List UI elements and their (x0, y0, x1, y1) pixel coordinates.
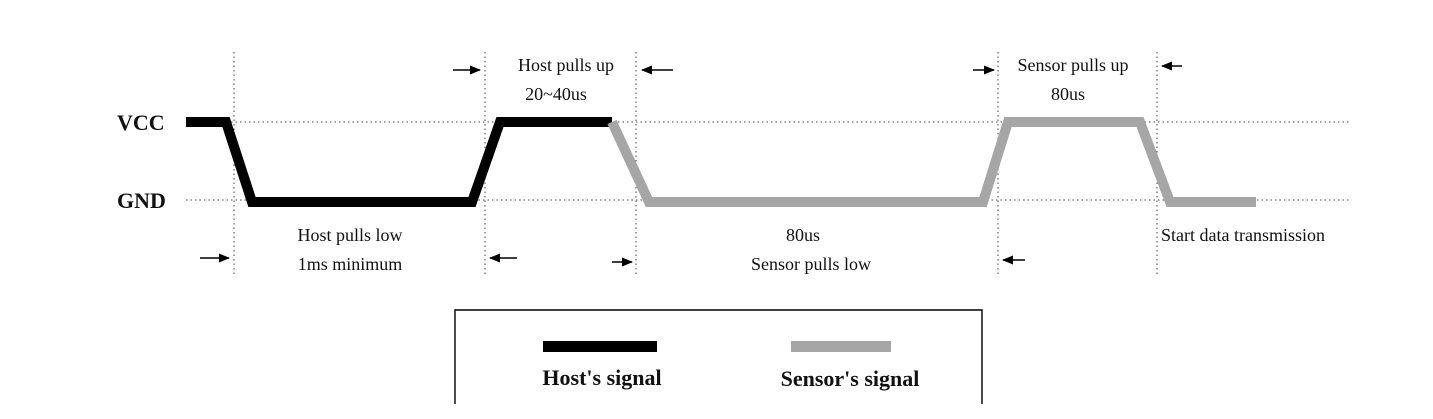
legend: Host's signal Sensor's signal (454, 309, 983, 404)
host-signal-waveform (186, 117, 612, 207)
legend-sensor-swatch (791, 341, 891, 352)
gnd-label: GND (117, 188, 166, 213)
host-low-line2: 1ms minimum (298, 254, 403, 274)
vcc-label: VCC (117, 110, 165, 135)
sensor-signal-waveform (607, 117, 1256, 207)
host-up-line2: 20~40us (525, 84, 587, 104)
host-up-line1: Host pulls up (518, 55, 614, 75)
host-low-line1: Host pulls low (297, 225, 402, 245)
legend-box (454, 309, 983, 404)
legend-host-label: Host's signal (542, 365, 661, 390)
sensor-up-line1: Sensor pulls up (1017, 55, 1128, 75)
sensor-low-line1: 80us (786, 225, 820, 245)
legend-host-swatch (543, 341, 657, 352)
sensor-up-line2: 80us (1051, 84, 1085, 104)
legend-sensor-label: Sensor's signal (781, 366, 920, 391)
data-start-label: Start data transmission (1161, 225, 1325, 245)
sensor-low-line2: Sensor pulls low (751, 254, 871, 274)
